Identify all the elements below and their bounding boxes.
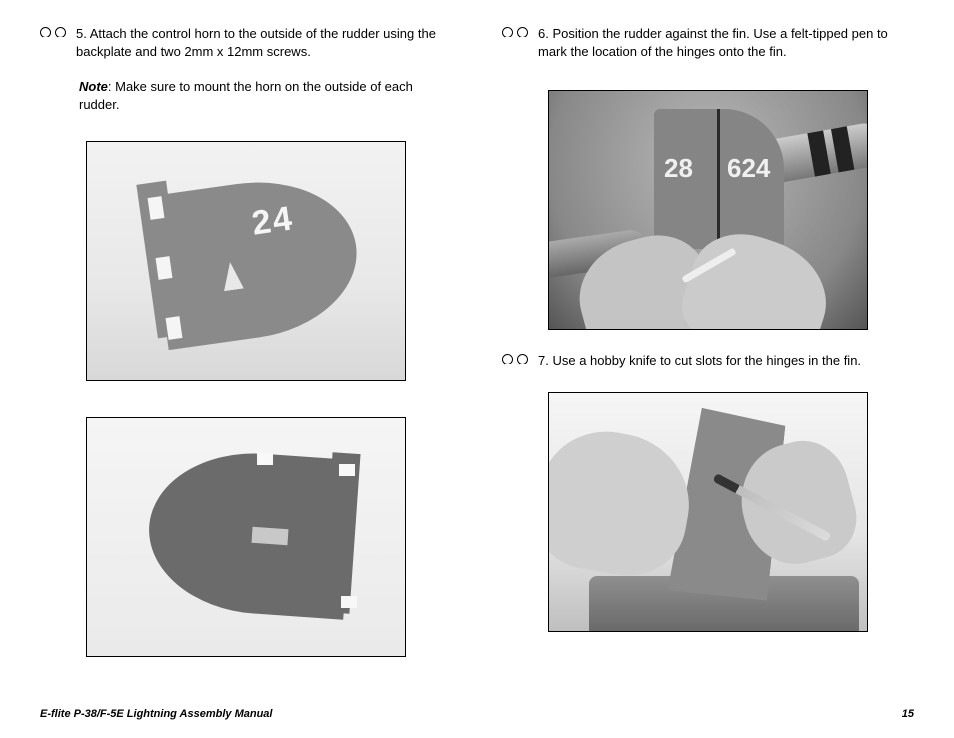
hinge-tab-icon [257, 453, 273, 465]
step-body: Attach the control horn to the outside o… [76, 26, 436, 59]
step-7: 7. Use a hobby knife to cut slots for th… [502, 352, 914, 370]
checkbox-pair [40, 25, 66, 38]
stripe-icon [807, 131, 830, 177]
right-column: 6. Position the rudder against the fin. … [502, 25, 914, 685]
checkbox-icon[interactable] [517, 27, 528, 38]
checkbox-icon[interactable] [55, 27, 66, 38]
hinge-tab-icon [148, 196, 165, 220]
step-6-text: 6. Position the rudder against the fin. … [538, 25, 914, 60]
rudder-number: 24 [249, 199, 296, 243]
figure-step7 [548, 392, 868, 632]
note-label: Note [79, 79, 108, 94]
figure-step5a: 24 [86, 141, 406, 381]
checkbox-icon[interactable] [502, 354, 513, 365]
fin-split-line [717, 109, 720, 249]
page-number: 15 [902, 708, 914, 720]
control-horn-icon [251, 527, 288, 545]
step-5: 5. Attach the control horn to the outsid… [40, 25, 452, 60]
checkbox-pair [502, 25, 528, 38]
step-7-text: 7. Use a hobby knife to cut slots for th… [538, 352, 861, 370]
note-text: : Make sure to mount the horn on the out… [79, 79, 413, 112]
hinge-tab-icon [339, 464, 355, 476]
hinge-tab-icon [156, 256, 173, 280]
hinge-tab-icon [166, 316, 183, 340]
left-column: 5. Attach the control horn to the outsid… [40, 25, 452, 685]
step-body: Position the rudder against the fin. Use… [538, 26, 888, 59]
manual-title: E-flite P-38/F-5E Lightning Assembly Man… [40, 708, 272, 720]
checkbox-pair [502, 352, 528, 365]
page-columns: 5. Attach the control horn to the outsid… [40, 25, 914, 685]
step-number: 7. [538, 353, 549, 368]
fin-number-left: 28 [664, 153, 693, 184]
checkbox-icon[interactable] [40, 27, 51, 38]
fin-number-right: 624 [727, 153, 770, 184]
checkbox-icon[interactable] [502, 27, 513, 38]
step-number: 5. [76, 26, 87, 41]
hinge-tab-icon [341, 596, 357, 608]
step-6: 6. Position the rudder against the fin. … [502, 25, 914, 60]
page-footer: E-flite P-38/F-5E Lightning Assembly Man… [40, 708, 914, 720]
checkbox-icon[interactable] [517, 354, 528, 365]
step-body: Use a hobby knife to cut slots for the h… [552, 353, 861, 368]
note-block: Note: Make sure to mount the horn on the… [79, 78, 452, 113]
figure-step6: 28 624 [548, 90, 868, 330]
step-5-text: 5. Attach the control horn to the outsid… [76, 25, 452, 60]
step-number: 6. [538, 26, 549, 41]
figure-step5b [86, 417, 406, 657]
stripe-icon [831, 126, 854, 172]
